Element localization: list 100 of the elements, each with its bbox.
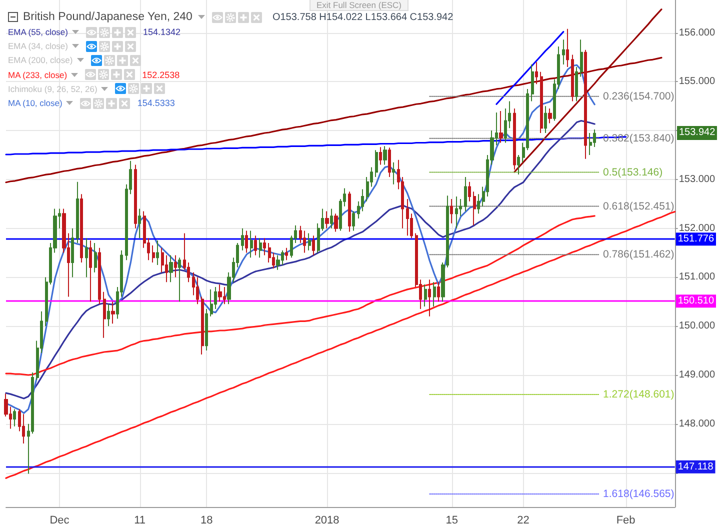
series-label: 1.618(146.565): [603, 488, 674, 500]
candlestick: [352, 210, 355, 232]
candlestick: [76, 181, 79, 244]
candlestick: [254, 235, 257, 256]
candlestick: [178, 257, 181, 302]
candlestick: [107, 304, 110, 327]
candlestick: [241, 228, 244, 251]
candlestick: [259, 238, 262, 258]
series-label: 0.786(151.462): [603, 248, 674, 261]
candlestick: [433, 282, 436, 308]
candlestick: [134, 164, 137, 229]
ref-line-label: 151.776: [678, 234, 714, 245]
line-series: [496, 30, 564, 105]
candlestick: [312, 235, 315, 256]
candlestick: [85, 238, 88, 278]
candlestick: [152, 244, 155, 264]
candlestick: [424, 284, 427, 308]
x-tick-label: 15: [446, 514, 458, 526]
candlestick: [263, 238, 266, 256]
legend-label: Ichimoku (9, 26, 52, 26): [8, 84, 98, 94]
candlestick: [406, 198, 409, 236]
candlestick: [375, 150, 378, 178]
line-series: [5, 64, 596, 414]
y-tick-label: 149.000: [678, 369, 716, 380]
candlestick: [13, 408, 16, 427]
candlestick: [94, 242, 97, 273]
candlestick: [174, 254, 177, 278]
candlestick: [71, 228, 74, 278]
candlestick: [428, 279, 431, 317]
text: British Pound/Japanese Yen, 240: [23, 11, 192, 23]
series-label: 0.618(152.451): [603, 200, 674, 212]
y-tick-label: 153.000: [678, 174, 716, 185]
candlestick: [571, 54, 574, 102]
candlestick: [334, 213, 338, 232]
candlestick: [562, 39, 565, 66]
candlestick: [455, 196, 458, 229]
candlestick: [548, 108, 552, 124]
y-tick-label: 156.000: [678, 27, 716, 38]
candlestick: [103, 291, 106, 338]
candlestick: [580, 39, 583, 78]
candlestick: [531, 64, 534, 102]
y-tick-label: 152.000: [678, 222, 716, 234]
annotation: 153.942: [677, 126, 718, 140]
candlestick: [589, 132, 592, 156]
candlestick: [473, 191, 476, 226]
candlestick: [348, 191, 351, 232]
line-series: [5, 215, 596, 376]
candlestick: [513, 108, 516, 170]
y-tick-label: 150.000: [678, 320, 716, 332]
candlestick: [566, 28, 569, 68]
series-label: 1.272(148.601): [603, 388, 674, 400]
text: MA (10, close): [8, 98, 62, 108]
candlestick: [464, 176, 467, 212]
candlestick: [437, 282, 440, 302]
candlestick: [468, 181, 471, 202]
candlestick: [540, 71, 543, 134]
y-tick-label: 155.000: [678, 76, 716, 88]
annotation: 152.2538: [142, 70, 180, 80]
candlestick: [575, 66, 578, 102]
series-label: 0.236(154.700): [603, 90, 674, 102]
ref-line-label: 150.510: [678, 296, 714, 307]
text: EMA (55, close): [8, 27, 68, 38]
candlestick: [379, 146, 382, 166]
candlestick: [285, 247, 288, 261]
candlestick: [383, 146, 387, 166]
candlestick: [210, 288, 213, 317]
x-tick-label: Dec: [50, 514, 70, 526]
candlestick: [245, 230, 248, 254]
candlestick: [276, 254, 280, 270]
x-tick-label: 22: [517, 514, 530, 526]
legend-label: EMA (34, close): [8, 41, 68, 52]
candlestick: [156, 240, 159, 266]
candlestick: [80, 194, 83, 264]
candlestick: [303, 230, 306, 254]
annotation: 154.1342: [143, 27, 181, 38]
text: O153.758 H154.022 L153.664 C153.942: [272, 12, 454, 22]
candlestick: [308, 232, 311, 251]
y-tick-label: 151.000: [678, 272, 716, 283]
x-tick-label: 11: [134, 514, 146, 526]
candlestick: [392, 162, 395, 185]
candlestick: [388, 147, 391, 178]
candlestick: [250, 230, 253, 258]
candlestick: [218, 284, 222, 302]
annotation: 154.5333: [137, 98, 175, 108]
candlestick: [584, 49, 587, 160]
candlestick: [325, 210, 329, 229]
candlestick: [477, 194, 480, 214]
series-label: 0.5(153.146): [603, 166, 663, 178]
x-tick-label: 18: [200, 514, 213, 526]
candlestick: [205, 308, 208, 352]
candlestick: [98, 247, 101, 305]
candlestick: [544, 106, 547, 134]
candlestick: [196, 276, 199, 305]
candlestick: [138, 208, 141, 239]
candlestick: [111, 301, 115, 324]
x-tick-label: Feb: [616, 514, 636, 526]
series-label: 0.382(153.840): [603, 132, 674, 144]
candlestick: [499, 110, 503, 144]
legend-label: EMA (200, close): [8, 55, 73, 66]
x-tick-label: 2018: [314, 514, 340, 526]
